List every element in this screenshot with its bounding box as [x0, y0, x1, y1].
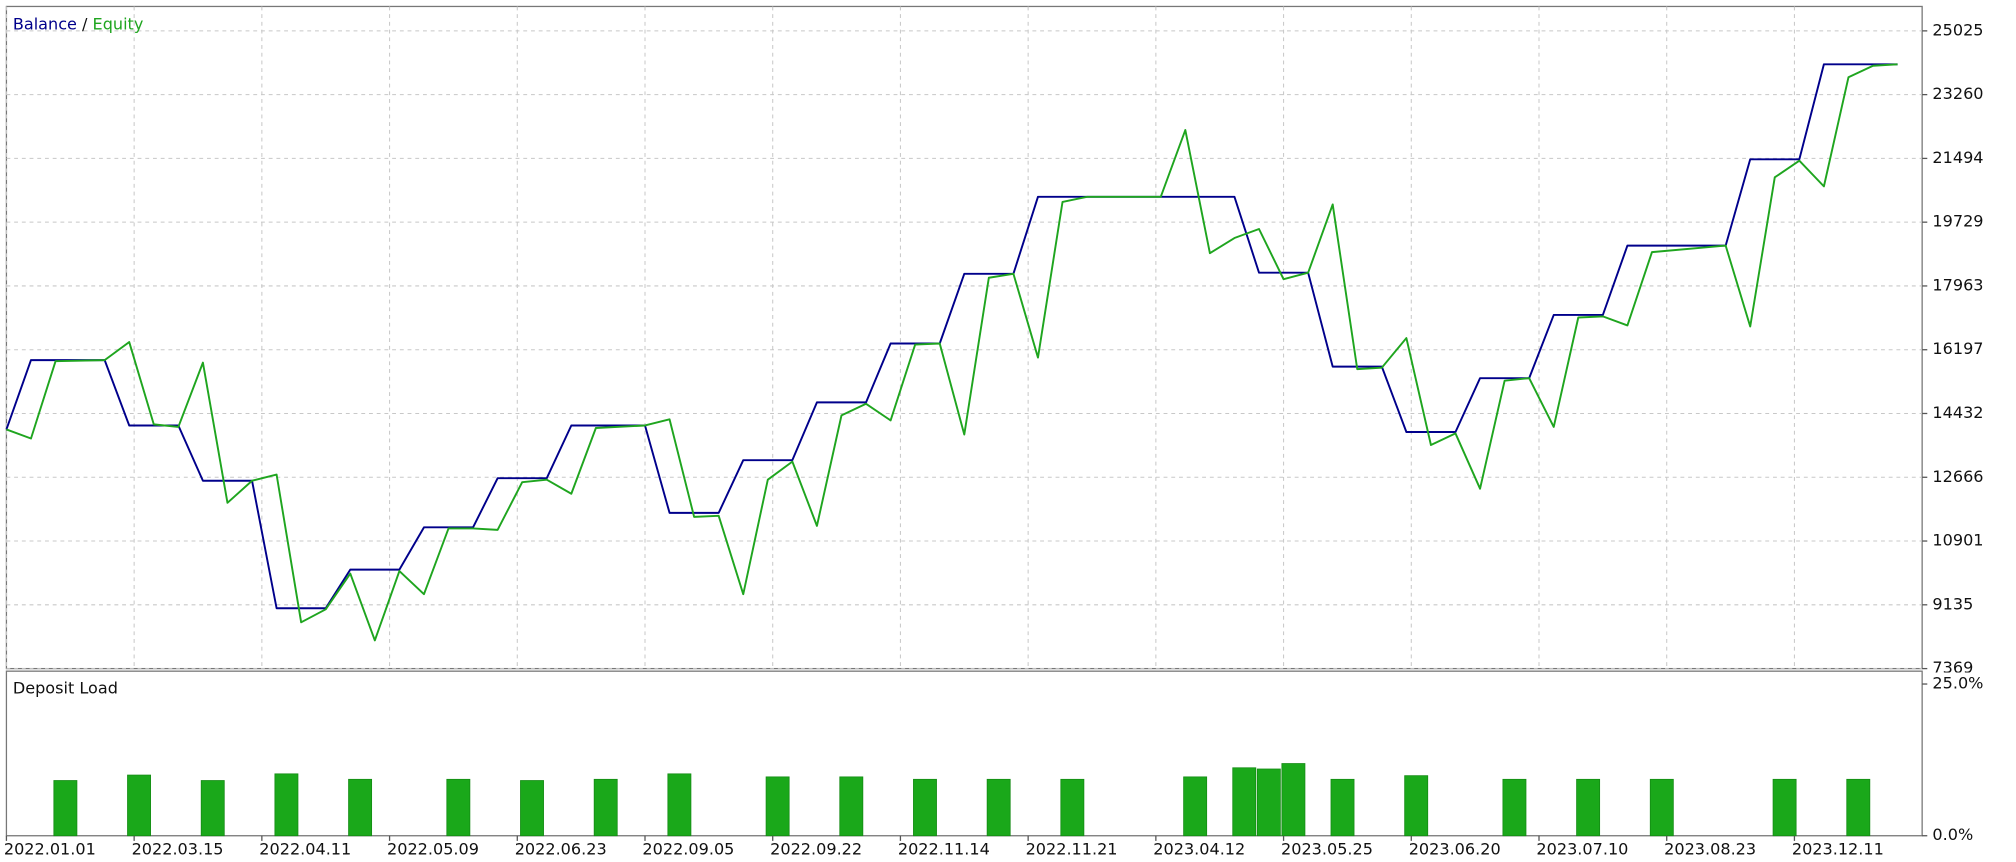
bar: [348, 778, 373, 837]
bar: [593, 778, 618, 837]
bar: [1060, 778, 1085, 837]
y-tick-label: 25025: [1932, 20, 1983, 39]
y-tick-label: 7369: [1932, 658, 1973, 677]
bar: [274, 773, 299, 837]
x-tick-label: 2022.05.09: [387, 839, 479, 858]
bar: [667, 773, 692, 837]
x-tick-label: 2022.11.21: [1026, 839, 1118, 858]
x-tick-label: 2023.08.23: [1664, 839, 1756, 858]
x-tick-label: 2022.01.01: [4, 839, 96, 858]
bar: [1183, 776, 1208, 837]
bar: [839, 776, 864, 837]
y-tick-label: 0.0%: [1932, 825, 1973, 844]
y-tick-label: 10901: [1932, 531, 1983, 550]
bar: [127, 774, 151, 837]
bar: [1649, 778, 1674, 837]
bar: [1281, 763, 1306, 837]
y-tick-label: 16197: [1932, 339, 1983, 358]
y-tick-label: 17963: [1932, 275, 1983, 294]
x-tick-label: 2022.03.15: [132, 839, 224, 858]
bar: [986, 778, 1011, 837]
bar: [446, 778, 471, 837]
x-tick-label: 2023.04.12: [1153, 839, 1245, 858]
x-tick-label: 2022.11.14: [898, 839, 990, 858]
bar: [1576, 778, 1601, 837]
bar: [200, 780, 225, 837]
bar: [1846, 778, 1871, 837]
x-tick-label: 2022.04.11: [259, 839, 351, 858]
series-line: [5, 63, 1898, 610]
legend-separator: /: [82, 14, 88, 33]
x-tick-label: 2022.09.05: [642, 839, 734, 858]
load-title: Deposit Load: [13, 679, 118, 698]
y-tick-label: 21494: [1932, 148, 1983, 167]
x-tick-label: 2023.07.10: [1536, 839, 1628, 858]
x-tick-label: 2022.09.22: [770, 839, 862, 858]
bar: [765, 776, 790, 837]
x-tick-label: 2023.05.25: [1281, 839, 1373, 858]
bar: [1502, 778, 1527, 837]
y-tick-label: 19729: [1932, 212, 1983, 231]
bar: [1330, 778, 1355, 837]
legend: Balance / Equity: [13, 14, 144, 33]
y-tick-label: 12666: [1932, 467, 1983, 486]
x-tick-label: 2023.06.20: [1409, 839, 1501, 858]
series-line: [6, 63, 1898, 642]
legend-balance: Balance: [13, 14, 77, 33]
bar: [53, 780, 78, 837]
bar: [1256, 768, 1281, 837]
load-panel: [5, 670, 1923, 837]
y-tick-label: 9135: [1932, 594, 1973, 613]
legend-equity: Equity: [93, 14, 144, 33]
y-tick-label: 14432: [1932, 403, 1983, 422]
bar: [520, 780, 544, 837]
main-panel: [5, 5, 1923, 670]
bar: [1232, 767, 1257, 837]
y-tick-label: 23260: [1932, 84, 1983, 103]
x-tick-label: 2023.12.11: [1792, 839, 1884, 858]
x-tick-label: 2022.06.23: [515, 839, 607, 858]
bar: [1404, 775, 1429, 837]
y-tick-label: 25.0%: [1932, 674, 1983, 693]
bar: [1772, 778, 1797, 837]
bar: [913, 778, 937, 837]
